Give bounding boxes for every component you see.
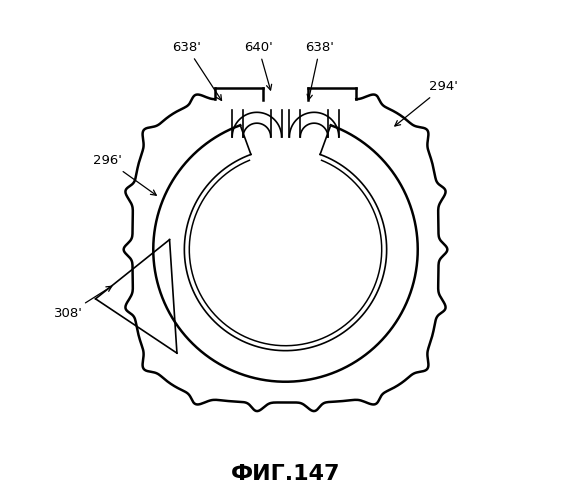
Text: 640': 640': [244, 41, 273, 90]
Text: ФИГ.147: ФИГ.147: [231, 464, 340, 484]
Text: 296': 296': [94, 154, 156, 195]
Text: 638': 638': [172, 41, 222, 100]
Text: 638': 638': [305, 41, 335, 100]
Text: 308': 308': [54, 286, 112, 320]
Text: 294': 294': [395, 80, 458, 126]
